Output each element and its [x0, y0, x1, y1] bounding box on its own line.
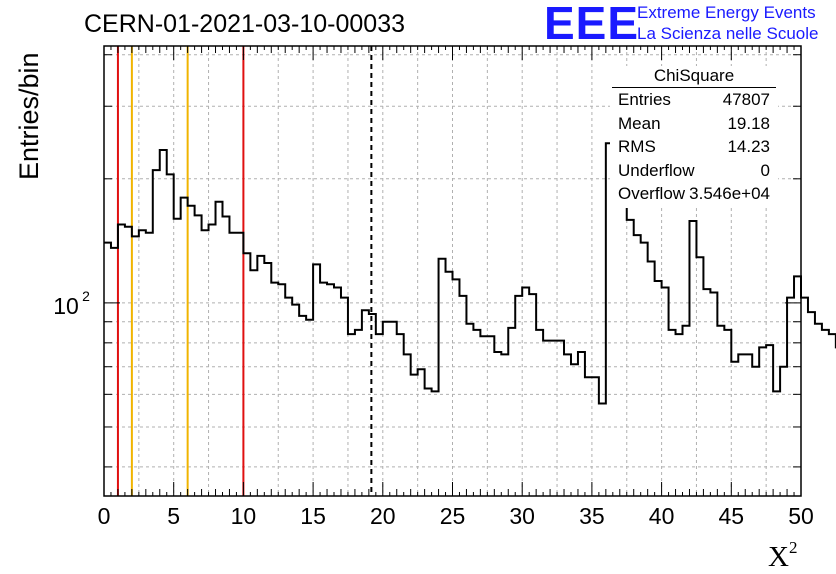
x-tick-label: 35 [579, 503, 605, 529]
x-tick-label: 5 [167, 503, 180, 529]
stats-name: RMS [618, 137, 656, 156]
grid-lines [104, 46, 801, 496]
logo-line-1: Extreme Energy Events [637, 3, 816, 22]
stats-row-rms: RMS 14.23 [610, 137, 778, 161]
x-tick-label: 30 [509, 503, 535, 529]
stats-row-underflow: Underflow 0 [610, 161, 778, 185]
y-tick-label-base: 10 [53, 293, 79, 319]
stats-value: 19.18 [727, 113, 770, 133]
stats-name: Overflow [618, 184, 686, 203]
stats-box: ChiSquare Entries 47807 Mean 19.18 RMS 1… [610, 66, 778, 208]
histogram-outline [104, 142, 836, 405]
stats-name: Underflow [618, 160, 695, 180]
stats-value: 14.23 [727, 137, 770, 156]
x-tick-label: 50 [788, 503, 814, 529]
axes [103, 45, 802, 497]
x-axis-label-superscript: 2 [788, 538, 798, 557]
logo-line-2: La Scienza nelle Scuole [637, 24, 819, 43]
x-tick-label: 40 [649, 503, 675, 529]
x-tick-label: 15 [300, 503, 326, 529]
x-tick-label: 25 [440, 503, 466, 529]
x-tick-label: 45 [719, 503, 745, 529]
chart-title: CERN-01-2021-03-10-00033 [84, 10, 406, 38]
x-tick-label: 0 [98, 503, 111, 529]
stats-title: ChiSquare [612, 66, 776, 88]
stats-row-entries: Entries 47807 [610, 90, 778, 114]
y-axis-label: Entries/bin [14, 52, 44, 180]
x-tick-label: 20 [370, 503, 396, 529]
stats-value: 47807 [722, 90, 770, 109]
y-tick-label-exponent: 2 [82, 288, 90, 304]
x-tick-label: 10 [231, 503, 257, 529]
x-axis-label-base: X [768, 541, 789, 573]
y-tick-labels: 10 2 [53, 288, 90, 319]
eee-logo: EEE [544, 0, 640, 49]
stats-name: Mean [618, 113, 661, 133]
stats-row-overflow: Overflow 3.546e+04 [610, 184, 778, 208]
reference-lines [116, 46, 373, 496]
stats-value: 0 [760, 160, 770, 180]
stats-name: Entries [618, 90, 671, 109]
histogram [104, 142, 836, 405]
x-axis-label: X2 [768, 538, 797, 574]
stats-row-mean: Mean 19.18 [610, 114, 778, 138]
stats-value: 3.546e+04 [689, 184, 770, 203]
x-tick-labels: 0 5 10 15 20 25 30 35 40 45 50 [98, 503, 814, 529]
